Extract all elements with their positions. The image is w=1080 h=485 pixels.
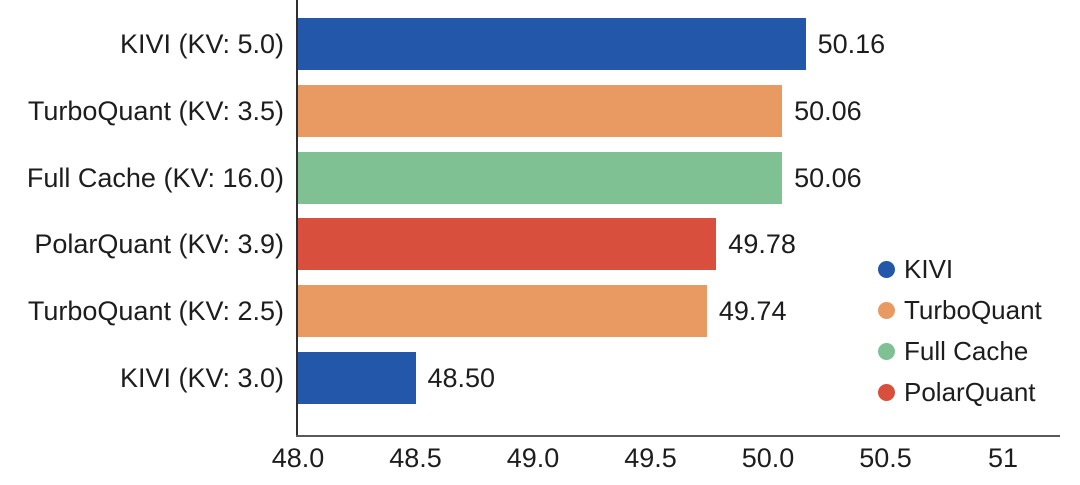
category-label: KIVI (KV: 5.0) (119, 29, 284, 59)
x-tick-label: 51 (987, 443, 1019, 473)
legend-dot-icon (878, 260, 895, 278)
bar-value-label: 49.74 (718, 296, 787, 327)
category-label: Full Cache (KV: 16.0) (26, 162, 284, 193)
legend-dot-icon (878, 342, 895, 360)
legend-dot-icon (878, 301, 895, 319)
x-tick-label: 49.0 (506, 443, 560, 473)
legend-item: KIVI (878, 256, 1042, 282)
x-axis-line (296, 435, 1060, 437)
legend-item: TurboQuant (878, 297, 1042, 323)
category-label: TurboQuant (KV: 2.5) (27, 296, 284, 327)
bar-value-label: 50.16 (817, 29, 886, 59)
category-label: TurboQuant (KV: 3.5) (27, 95, 284, 126)
bar-value-label: 50.06 (794, 162, 862, 193)
bar-kivi (298, 18, 806, 70)
bar-polarquant (298, 218, 717, 271)
x-tick-label: 48.5 (389, 443, 442, 473)
legend: KIVI TurboQuant Full Cache PolarQuant (878, 256, 1042, 405)
legend-label: PolarQuant (904, 377, 1036, 407)
bar-value-label: 49.78 (728, 229, 796, 260)
legend-item: Full Cache (878, 338, 1042, 364)
x-tick-label: 50.0 (741, 443, 795, 473)
x-tick-label: 50.5 (859, 443, 912, 473)
x-tick-label: 48.0 (271, 443, 325, 473)
bar-value-label: 48.50 (427, 363, 496, 393)
category-label: PolarQuant (KV: 3.9) (34, 229, 284, 260)
legend-dot-icon (878, 383, 895, 401)
legend-label: KIVI (904, 254, 954, 284)
category-label: KIVI (KV: 3.0) (119, 363, 284, 393)
bar-turboquant (298, 84, 783, 137)
legend-item: PolarQuant (878, 379, 1042, 405)
legend-label: TurboQuant (904, 295, 1042, 325)
bar-value-label: 50.06 (794, 95, 862, 126)
legend-label: Full Cache (904, 336, 1029, 366)
bar-full-cache (298, 151, 783, 204)
x-tick-label: 49.5 (624, 443, 677, 473)
bar-kivi (298, 352, 416, 404)
bar-turboquant (298, 285, 707, 338)
y-axis-line (296, 0, 298, 437)
